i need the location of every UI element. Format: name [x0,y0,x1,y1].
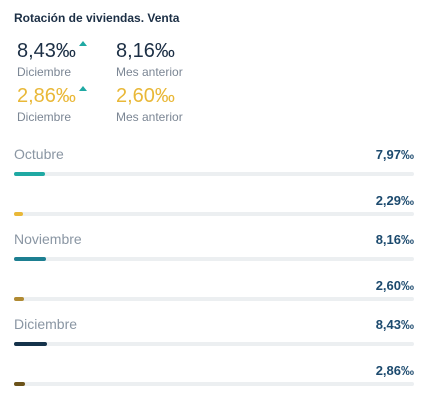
kpi-current-yellow-label: Diciembre [17,110,72,124]
kpi-current-yellow-value-wrap: 2,86‰ [17,85,87,107]
progress-track [14,342,414,346]
row-value: 2,60‰ [375,278,414,293]
kpi-current-teal-label: Diciembre [17,65,72,79]
progress-fill [14,382,25,386]
up-arrow-icon [78,86,87,91]
month-label-noviembre: Noviembre [14,231,82,247]
progress-fill [14,297,24,301]
progress-track [14,257,414,261]
kpi-current-yellow: 2,86‰ Diciembre [17,85,87,124]
kpi-previous-yellow-label: Mes anterior [116,110,183,124]
row-value: 8,43‰ [375,317,414,332]
row-value: 8,16‰ [375,232,414,247]
progress-fill [14,342,47,346]
progress-track [14,297,414,301]
kpi-previous-yellow: 2,60‰ Mes anterior [116,85,183,124]
kpi-previous-yellow-value: 2,60‰ [116,85,175,107]
kpi-previous-teal-value-wrap: 8,16‰ [116,40,183,62]
kpi-previous-teal: 8,16‰ Mes anterior [116,40,183,79]
kpi-current-teal-value: 8,43‰ [17,40,76,62]
row-value: 7,97‰ [375,147,414,162]
progress-fill [14,212,23,216]
up-arrow-icon [78,41,87,46]
kpi-previous-teal-label: Mes anterior [116,65,183,79]
kpi-current-teal-value-wrap: 8,43‰ [17,40,87,62]
widget-title: Rotación de viviendas. Venta [14,11,180,25]
progress-track [14,382,414,386]
progress-fill [14,257,46,261]
kpi-current-yellow-value: 2,86‰ [17,85,76,107]
progress-track [14,212,414,216]
row-value: 2,29‰ [375,193,414,208]
kpi-previous-yellow-value-wrap: 2,60‰ [116,85,183,107]
month-label-octubre: Octubre [14,146,64,162]
row-value: 2,86‰ [375,363,414,378]
progress-track [14,172,414,176]
kpi-previous-teal-value: 8,16‰ [116,40,175,62]
month-label-diciembre: Diciembre [14,316,78,332]
kpi-current-teal: 8,43‰ Diciembre [17,40,87,79]
progress-fill [14,172,45,176]
